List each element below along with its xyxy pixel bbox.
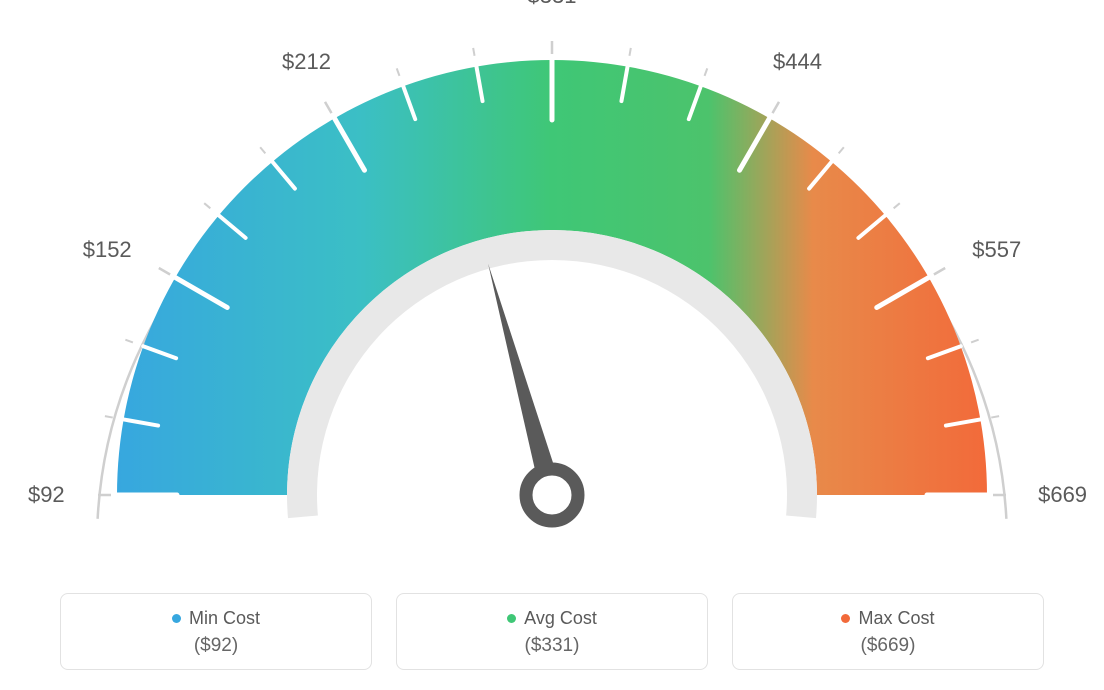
gauge-tick-label: $669	[1038, 482, 1087, 508]
gauge-tick-label: $92	[28, 482, 65, 508]
gauge-tick-label: $331	[528, 0, 577, 9]
legend-card-avg: Avg Cost ($331)	[396, 593, 708, 670]
legend-card-max: Max Cost ($669)	[732, 593, 1044, 670]
cost-gauge: $92 $152 $212 $331 $444 $557 $669	[0, 0, 1104, 560]
legend-dot-min	[172, 614, 181, 623]
legend-label-min: Min Cost	[189, 608, 260, 629]
gauge-tick-label: $212	[282, 49, 331, 75]
gauge-tick-label: $557	[972, 237, 1021, 263]
legend-row: Min Cost ($92) Avg Cost ($331) Max Cost …	[0, 593, 1104, 670]
legend-dot-avg	[507, 614, 516, 623]
legend-value-max: ($669)	[733, 635, 1043, 657]
legend-card-min: Min Cost ($92)	[60, 593, 372, 670]
gauge-tick-label: $444	[773, 49, 822, 75]
legend-title-min: Min Cost	[172, 608, 260, 629]
legend-title-avg: Avg Cost	[507, 608, 597, 629]
legend-value-avg: ($331)	[397, 635, 707, 657]
legend-value-min: ($92)	[61, 635, 371, 657]
legend-label-max: Max Cost	[858, 608, 934, 629]
legend-title-max: Max Cost	[841, 608, 934, 629]
legend-label-avg: Avg Cost	[524, 608, 597, 629]
legend-dot-max	[841, 614, 850, 623]
gauge-tick-label: $152	[83, 237, 132, 263]
gauge-svg	[0, 0, 1104, 560]
